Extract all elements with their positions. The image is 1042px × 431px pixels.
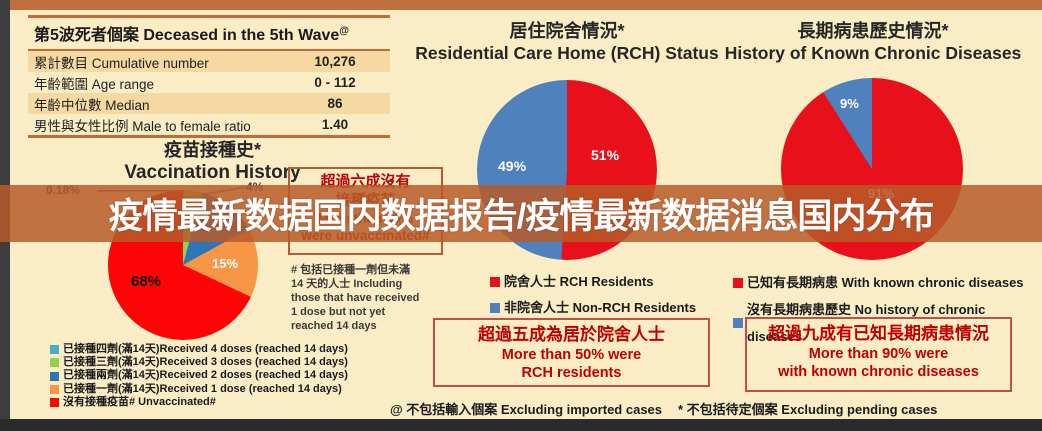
rch-legend: 院舍人士 RCH Residents 非院舍人士 Non-RCH Residen… — [490, 269, 696, 321]
legend-label: 院舍人士 RCH Residents — [504, 274, 654, 289]
rch-highlight-zh: 超過五成為居於院舍人士 — [478, 325, 665, 344]
top-accent-bar — [10, 0, 1042, 10]
legend-label: 沒有長期病患歷史 No history of chronic diseases — [747, 302, 986, 344]
pie-label-no-chronic: 9% — [840, 96, 859, 111]
legend-item-2doses: 已接種兩劑(滿14天)Received 2 doses (reached 14 … — [50, 369, 348, 382]
legend-label: 已接種三劑(滿14天)Received 3 doses (reached 14 … — [63, 356, 348, 369]
vaccination-title: 疫苗接種史* Vaccination History — [85, 136, 340, 184]
pie-label-non-rch: 49% — [498, 158, 527, 174]
legend-swatch — [50, 384, 59, 394]
table-row: 男性與女性比例 Male to female ratio 1.40 — [28, 114, 390, 135]
row-label: 男性與女性比例 Male to female ratio — [34, 118, 251, 134]
overlay-banner: 疫情最新数据国内数据报告/疫情最新数据消息国内分布 — [0, 185, 1042, 242]
vaccination-legend: 已接種四劑(滿14天)Received 4 doses (reached 14 … — [50, 343, 348, 409]
chronic-highlight-box: 超過九成有已知長期病患情況 More than 90% were with kn… — [745, 317, 1012, 392]
legend-label: 已接種一劑(滿14天)Received 1 dose (reached 14 d… — [63, 382, 342, 395]
summary-table: 第5波死者個案 Deceased in the 5th Wave@ 累計數目 C… — [28, 15, 390, 138]
rch-highlight-en2: RCH residents — [521, 365, 622, 381]
pie-label-unvaccinated: 68% — [130, 273, 162, 290]
chronic-highlight-en2: with known chronic diseases — [778, 364, 979, 380]
rch-title-zh: 居住院舍情況* — [509, 21, 625, 41]
legend-swatch — [50, 358, 59, 368]
rch-title-en: Residential Care Home (RCH) Status — [415, 43, 719, 63]
row-label: 年齡中位數 Median — [34, 97, 150, 113]
legend-label: 已接種四劑(滿14天)Received 4 doses (reached 14 … — [63, 343, 348, 355]
rch-highlight-box: 超過五成為居於院舍人士 More than 50% were RCH resid… — [433, 318, 710, 387]
legend-item-unvaccinated: 沒有接種疫苗# Unvaccinated# — [50, 396, 348, 409]
legend-swatch — [733, 277, 743, 288]
legend-swatch — [490, 303, 500, 313]
vaccination-title-zh: 疫苗接種史* — [163, 140, 261, 160]
vaccination-title-en: Vaccination History — [124, 162, 301, 183]
chronic-legend: 已知有長期病患 With known chronic diseases 沒有長期… — [733, 269, 1042, 350]
summary-table-title: 第5波死者個案 Deceased in the 5th Wave@ — [28, 18, 390, 51]
legend-item-with-chronic: 已知有長期病患 With known chronic diseases — [733, 269, 1042, 296]
legend-swatch — [50, 397, 59, 407]
chronic-highlight-zh: 超過九成有已知長期病患情況 — [768, 324, 989, 343]
legend-item-1dose: 已接種一劑(滿14天)Received 1 dose (reached 14 d… — [50, 383, 348, 396]
legend-item-non-rch: 非院舍人士 Non-RCH Residents — [490, 295, 696, 321]
legend-item-3doses: 已接種三劑(滿14天)Received 3 doses (reached 14 … — [50, 356, 348, 369]
legend-label: 沒有接種疫苗# Unvaccinated# — [63, 395, 216, 408]
table-row: 年齡中位數 Median 86 — [28, 93, 390, 114]
row-label: 累計數目 Cumulative number — [34, 55, 209, 71]
vaccination-footnote: # 包括已接種一劑但未滿 14 天的人士 Including those tha… — [291, 264, 420, 332]
chronic-title-zh: 長期病患歷史情況* — [797, 21, 949, 41]
chronic-highlight-en1: More than 90% were — [808, 346, 949, 362]
row-value: 10,276 — [314, 54, 356, 69]
legend-swatch — [733, 318, 743, 328]
legend-swatch — [50, 371, 59, 381]
legend-swatch — [490, 277, 500, 287]
rch-title: 居住院舍情況* Residential Care Home (RCH) Stat… — [413, 17, 721, 64]
footer-notes: @ 不包括輸入個案 Excluding imported cases * 不包括待… — [390, 399, 990, 418]
row-value: 0 - 112 — [314, 75, 356, 90]
row-label: 年齡範圍 Age range — [34, 76, 155, 92]
chronic-title: 長期病患歷史情況* History of Known Chronic Disea… — [722, 17, 1024, 64]
legend-label: 非院舍人士 Non-RCH Residents — [504, 300, 697, 315]
legend-item-no-chronic: 沒有長期病患歷史 No history of chronic diseases — [733, 296, 1042, 350]
row-value: 1.40 — [321, 117, 349, 132]
pie-label-1dose: 15% — [212, 256, 239, 271]
legend-label: 已接種兩劑(滿14天)Received 2 doses (reached 14 … — [63, 369, 348, 382]
row-value: 86 — [327, 96, 343, 111]
table-row: 年齡範圍 Age range 0 - 112 — [28, 72, 390, 93]
pie-label-rch-residents: 51% — [591, 147, 620, 163]
footer-note-imported: @ 不包括輸入個案 Excluding imported cases — [390, 402, 663, 417]
overlay-banner-text: 疫情最新数据国内数据报告/疫情最新数据消息国内分布 — [108, 197, 935, 236]
bottom-dark-bar — [0, 419, 1042, 431]
table-row: 累計數目 Cumulative number 10,276 — [28, 51, 390, 72]
summary-table-title-text: 第5波死者個案 Deceased in the 5th Wave — [34, 27, 340, 44]
legend-item-4doses: 已接種四劑(滿14天)Received 4 doses (reached 14 … — [50, 343, 348, 356]
title-superscript: @ — [339, 25, 350, 37]
legend-item-rch-residents: 院舍人士 RCH Residents — [490, 269, 696, 295]
legend-swatch — [50, 345, 59, 355]
footer-note-pending: * 不包括待定個案 Excluding pending cases — [678, 402, 938, 417]
legend-label: 已知有長期病患 With known chronic diseases — [747, 275, 1024, 290]
chronic-title-en: History of Known Chronic Diseases — [724, 43, 1022, 63]
rch-highlight-en1: More than 50% were — [501, 347, 642, 363]
